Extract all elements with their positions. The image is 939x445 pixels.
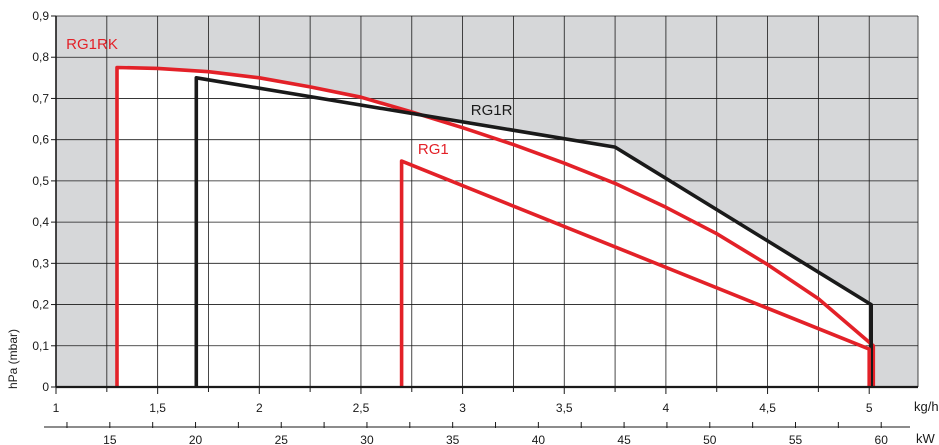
- series-labels: RG1RK RG1R RG1: [66, 36, 512, 158]
- x2-axis-label: kW: [916, 431, 936, 445]
- series-label-rg1: RG1: [418, 141, 449, 158]
- tick-labels: 0 0,1 0,2 0,3 0,4 0,5 0,6 0,7 0,8 0,9 1 1,5 2 2,5 3 3,5…: [32, 9, 888, 445]
- series-line-rg1r: [194, 76, 874, 387]
- y-tick-label: 0,4: [32, 215, 49, 229]
- x2-tick-label: 55: [789, 433, 803, 445]
- x-tick-label: 2: [256, 401, 263, 415]
- y-axis-label: hPa (mbar): [6, 329, 20, 389]
- axes: [44, 15, 918, 428]
- x2-tick-label: 25: [275, 433, 289, 445]
- x-tick-label: 4: [663, 401, 670, 415]
- x2-tick-label: 40: [532, 433, 546, 445]
- y-tick-label: 0,6: [32, 133, 49, 147]
- series-line-rg1: [399, 159, 872, 387]
- y-tick-label: 0,9: [32, 9, 49, 23]
- y-tick-label: 0,8: [32, 50, 49, 64]
- series-label-rg1rk: RG1RK: [66, 36, 118, 53]
- series-lines: [115, 65, 876, 387]
- envelope-fill-rg1: [401, 161, 870, 387]
- x2-tick-label: 50: [703, 433, 717, 445]
- x-tick-label: 3: [459, 401, 466, 415]
- grid-lines: [56, 15, 919, 387]
- x2-tick-label: 20: [189, 433, 203, 445]
- series-label-rg1r: RG1R: [471, 102, 513, 119]
- x2-tick-label: 45: [617, 433, 631, 445]
- x2-tick-label: 60: [875, 433, 889, 445]
- x2-tick-label: 30: [360, 433, 374, 445]
- y-tick-label: 0,5: [32, 174, 49, 188]
- y-tick-label: 0,1: [32, 339, 49, 353]
- x-tick-label: 4,5: [759, 401, 776, 415]
- operating-envelopes: [117, 67, 874, 388]
- x-tick-label: 2,5: [353, 401, 370, 415]
- x2-tick-label: 35: [446, 433, 460, 445]
- series-line-rg1rk: [115, 65, 876, 387]
- x-tick-label: 1,5: [149, 401, 166, 415]
- x2-tick-label: 15: [103, 433, 117, 445]
- x-tick-label: 5: [866, 401, 873, 415]
- x-axis-label: kg/h: [914, 399, 939, 414]
- y-tick-label: 0,2: [32, 298, 49, 312]
- x-tick-label: 3,5: [556, 401, 573, 415]
- y-tick-label: 0,7: [32, 91, 49, 105]
- y-tick-label: 0: [42, 380, 49, 394]
- x-tick-label: 1: [53, 401, 60, 415]
- y-tick-label: 0,3: [32, 256, 49, 270]
